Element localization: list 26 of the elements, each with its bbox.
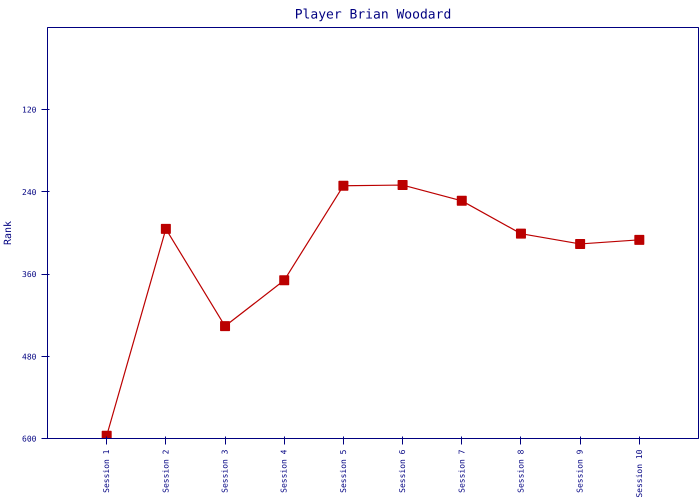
point bbox=[634, 234, 644, 245]
x-tick-label: Session 8 bbox=[516, 449, 526, 493]
y-tick-label: 600 bbox=[22, 434, 37, 444]
point bbox=[575, 238, 586, 249]
y-tick-label: 480 bbox=[22, 352, 37, 362]
point bbox=[338, 180, 348, 191]
x-tick-label: Session 1 bbox=[102, 449, 112, 493]
y-tick-label: 360 bbox=[22, 270, 37, 280]
y-tick-label: 120 bbox=[22, 106, 37, 115]
y-tick-label: 240 bbox=[22, 188, 37, 197]
x-tick-label: Session 4 bbox=[280, 449, 289, 493]
x-tick-label: Session 5 bbox=[338, 449, 348, 493]
point bbox=[456, 196, 467, 206]
point bbox=[279, 275, 290, 286]
x-tick-label: Session 6 bbox=[398, 449, 408, 493]
point bbox=[160, 224, 171, 234]
x-tick-label: Session 9 bbox=[576, 449, 585, 493]
x-tick-label: Session 10 bbox=[634, 449, 644, 498]
point bbox=[398, 180, 408, 190]
x-tick-label: Session 2 bbox=[161, 449, 170, 493]
point bbox=[516, 228, 526, 239]
chart-title: Player Brian Woodard bbox=[294, 8, 452, 22]
x-tick-label: Session 7 bbox=[457, 449, 466, 493]
y-axis-title: Rank bbox=[3, 220, 14, 246]
x-tick-label: Session 3 bbox=[220, 449, 230, 493]
point bbox=[220, 321, 230, 332]
